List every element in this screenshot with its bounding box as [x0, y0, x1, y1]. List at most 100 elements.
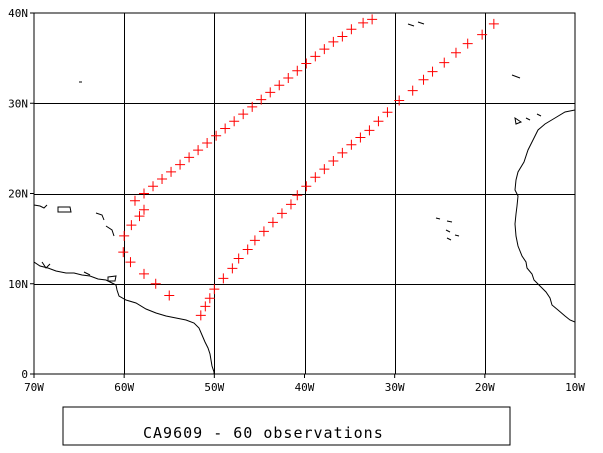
observation-marker: [301, 58, 312, 69]
y-tick-label: 30N: [8, 97, 28, 110]
x-tick-labels: 70W 60W 50W 40W 30W 20W 10W: [24, 374, 585, 394]
x-tick-label: 10W: [565, 381, 585, 394]
map-frame: [33, 12, 576, 375]
observation-marker: [256, 94, 267, 105]
observation-marker: [150, 278, 161, 289]
observation-marker: [373, 116, 384, 127]
observation-marker: [382, 107, 393, 118]
observation-marker: [233, 253, 244, 264]
cape-verde-island-1: [435, 217, 441, 220]
x-tick-label: 70W: [24, 381, 44, 394]
canary-island-2: [525, 117, 531, 121]
observation-marker: [164, 290, 175, 301]
observation-marker: [367, 14, 378, 25]
observation-marker: [337, 31, 348, 42]
x-tick-label: 30W: [385, 381, 405, 394]
azores-island-2: [417, 21, 425, 25]
observation-marker: [242, 244, 253, 255]
observation-markers: [118, 14, 499, 321]
observation-marker: [220, 123, 231, 134]
observation-marker: [139, 188, 150, 199]
observation-marker: [118, 247, 129, 258]
observation-marker: [274, 80, 285, 91]
cape-verde-island-2: [446, 220, 453, 223]
observation-marker: [283, 72, 294, 83]
observation-marker: [200, 301, 211, 312]
iberia-coast: [566, 8, 575, 10]
observation-marker: [319, 164, 330, 175]
x-tick-label: 60W: [114, 381, 134, 394]
observation-marker: [328, 36, 339, 47]
observation-marker: [184, 152, 195, 163]
observation-marker: [148, 181, 159, 192]
observation-marker: [301, 181, 312, 192]
observation-marker: [129, 195, 140, 206]
x-tick-label: 20W: [475, 381, 495, 394]
observation-marker: [439, 57, 450, 68]
madeira-island: [511, 74, 521, 79]
observation-marker: [337, 147, 348, 158]
cape-verde-island-5: [446, 237, 452, 241]
observation-marker: [249, 235, 260, 246]
caption-box: CA9609 - 60 observations: [62, 406, 511, 446]
observation-marker: [227, 263, 238, 274]
canary-island-3: [536, 113, 542, 117]
africa-coastline: [514, 109, 575, 323]
central-america-coast: [34, 204, 48, 209]
observation-marker: [166, 166, 177, 177]
observation-marker: [265, 87, 276, 98]
observation-marker: [126, 220, 137, 231]
x-tick-label: 50W: [204, 381, 224, 394]
observation-marker: [450, 47, 461, 58]
caribbean-island-2: [95, 212, 105, 221]
observation-marker: [364, 125, 375, 136]
observation-marker: [218, 273, 229, 284]
observation-marker: [134, 211, 145, 222]
observation-marker: [139, 204, 150, 215]
observation-marker: [462, 38, 473, 49]
observation-marker: [204, 293, 215, 304]
observation-marker: [157, 174, 168, 185]
caribbean-island-5: [83, 271, 91, 276]
caribbean-island-6: [41, 261, 51, 269]
observation-marker: [175, 159, 186, 170]
observation-marker: [310, 172, 321, 183]
observation-marker: [292, 190, 303, 201]
observation-marker: [407, 85, 418, 96]
observation-marker: [202, 137, 213, 148]
observation-marker: [358, 17, 369, 28]
y-tick-label: 10N: [8, 278, 28, 291]
observation-marker: [355, 132, 366, 143]
cape-verde-island-4: [454, 234, 460, 237]
canary-island-1: [514, 116, 523, 125]
y-tick-label: 0: [21, 368, 28, 381]
y-tick-label: 40N: [8, 7, 28, 20]
observation-marker: [238, 109, 249, 120]
observation-marker: [247, 101, 258, 112]
land-outlines: [34, 8, 575, 374]
observation-marker: [276, 208, 287, 219]
observation-marker: [119, 230, 130, 241]
observation-marker: [229, 116, 240, 127]
observation-marker: [427, 66, 438, 77]
observation-marker: [488, 18, 499, 29]
observation-marker: [292, 65, 303, 76]
observation-marker: [328, 156, 339, 167]
observation-marker: [418, 74, 429, 85]
observation-marker: [209, 284, 220, 295]
observation-marker: [346, 24, 357, 35]
observation-marker: [267, 217, 278, 228]
y-tick-label: 20N: [8, 188, 28, 201]
observation-marker: [285, 199, 296, 210]
caribbean-island-3: [105, 225, 115, 237]
cape-verde-island-3: [445, 229, 451, 233]
grid-lines: [34, 13, 575, 374]
south-america-coastline: [34, 261, 215, 374]
caribbean-island-1: [57, 206, 72, 213]
y-tick-labels: 0 10N 20N 30N 40N: [8, 7, 34, 381]
azores-island: [407, 23, 415, 27]
observation-marker: [394, 95, 405, 106]
observation-marker: [319, 44, 330, 55]
x-tick-label: 40W: [295, 381, 315, 394]
